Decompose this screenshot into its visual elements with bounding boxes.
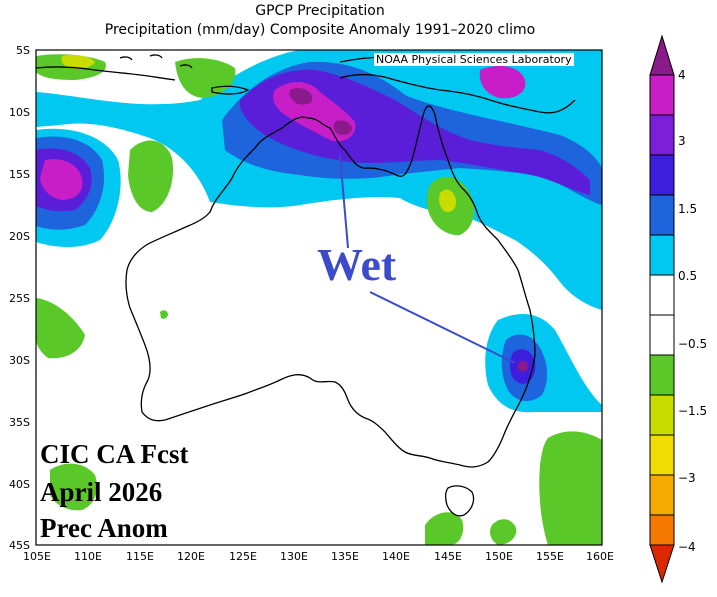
colorbar-arrow-bottom [649, 544, 675, 584]
lon-label: 110E [74, 550, 102, 563]
colorbar-labels: 4 3 1.5 0.5 −0.5 −1.5 −3 −4 [678, 68, 707, 554]
forecast-month-label: April 2026 [40, 477, 163, 507]
lon-label: 105E [23, 550, 51, 563]
lon-label: 115E [126, 550, 154, 563]
wet-anomaly-purple-core [289, 88, 313, 105]
colorbar-label: 3 [678, 134, 686, 148]
lat-label: 5S [16, 44, 30, 57]
colorbar-arrow-top [649, 34, 675, 76]
timor-coastline [211, 85, 250, 95]
colorbar-label: −0.5 [678, 337, 707, 351]
lat-label: 45S [9, 539, 30, 552]
dry-anomaly-green-n [175, 58, 236, 98]
colorbar-swatch [649, 154, 675, 196]
lat-label: 30S [9, 354, 30, 367]
colorbar-swatch [649, 114, 675, 156]
lat-label: 40S [9, 478, 30, 491]
dry-anomaly-green-se [539, 431, 602, 545]
arrow-to-north [339, 154, 349, 249]
tasmania-coastline [444, 485, 475, 517]
credit-label: NOAA Physical Sciences Laboratory [374, 53, 574, 66]
colorbar-swatch [649, 354, 675, 396]
dry-anomaly-green-mid [128, 140, 174, 212]
dry-anomaly-green-tas [425, 512, 464, 545]
colorbar: 4 3 1.5 0.5 −0.5 −1.5 −3 −4 [649, 34, 707, 584]
map-subtitle: Precipitation (mm/day) Composite Anomaly… [104, 22, 536, 38]
lon-label: 140E [382, 550, 410, 563]
lon-label: 150E [485, 550, 513, 563]
wet-annotation: Wet [317, 239, 397, 290]
wet-anomaly-purple-core-2 [333, 120, 352, 135]
map-frame [35, 49, 603, 546]
forecast-label: CIC CA Fcst [40, 439, 189, 469]
lon-label: 130E [280, 550, 308, 563]
lon-label: 155E [536, 550, 564, 563]
lon-label: 125E [229, 550, 257, 563]
colorbar-swatch [649, 314, 675, 356]
colorbar-label: −3 [678, 471, 696, 485]
wet-anomaly-magenta-ne [479, 65, 526, 99]
lat-axis: 5S 10S 15S 20S 25S 30S 35S 40S 45S [9, 44, 30, 552]
colorbar-swatch [649, 394, 675, 436]
new-guinea-coastline [339, 74, 576, 114]
indonesia-coastline [36, 66, 176, 81]
forecast-variable-label: Prec Anom [40, 513, 168, 543]
islands-coastline [119, 54, 193, 69]
colorbar-swatch [649, 74, 675, 116]
arrow-to-east [369, 291, 516, 364]
colorbar-label: 1.5 [678, 202, 697, 216]
wet-anomaly-magenta-west [40, 158, 83, 200]
colorbar-label: −4 [678, 540, 696, 554]
colorbar-swatch [649, 434, 675, 476]
colorbar-swatches [649, 34, 675, 584]
australia-coastline [125, 105, 536, 468]
lat-label: 10S [9, 106, 30, 119]
dry-anomaly-green-dot [160, 310, 168, 319]
lon-label: 135E [331, 550, 359, 563]
lat-label: 35S [9, 416, 30, 429]
dry-anomaly-green-tas2 [490, 519, 517, 545]
colorbar-label: 4 [678, 68, 686, 82]
dry-anomaly-yellow-qld [439, 189, 457, 212]
colorbar-label: 0.5 [678, 269, 697, 283]
lon-label: 120E [177, 550, 205, 563]
colorbar-swatch [649, 474, 675, 516]
lat-label: 25S [9, 292, 30, 305]
wet-annotation-arrows [339, 154, 516, 364]
dry-anomaly-green-sw [50, 463, 97, 511]
wet-anomaly-purple-east [517, 360, 528, 372]
map-title: GPCP Precipitation [255, 3, 385, 19]
colorbar-swatch [649, 194, 675, 236]
dry-anomaly-green-wa [36, 298, 85, 359]
lat-label: 20S [9, 230, 30, 243]
anomaly-shading [36, 50, 602, 545]
lon-label: 145E [434, 550, 462, 563]
colorbar-swatch [649, 514, 675, 546]
colorbar-swatch [649, 274, 675, 316]
colorbar-label: −1.5 [678, 404, 707, 418]
colorbar-swatch [649, 234, 675, 276]
lon-label: 160E [586, 550, 614, 563]
lon-axis: 105E 110E 115E 120E 125E 130E 135E 140E … [23, 550, 614, 563]
lat-label: 15S [9, 168, 30, 181]
dry-anomaly-green-yellowgreen [61, 54, 95, 69]
